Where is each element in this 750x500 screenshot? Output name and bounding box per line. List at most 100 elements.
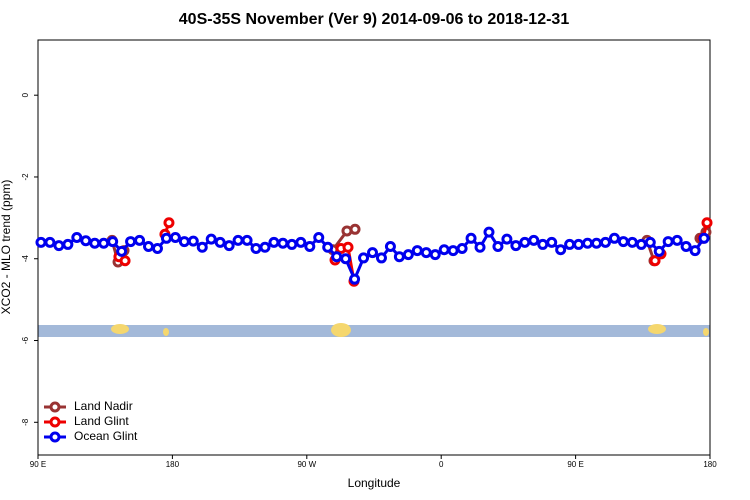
data-point [483,226,495,238]
x-tick-label: 90 W [297,460,316,469]
data-point [232,234,244,246]
x-tick-label: 90 E [567,460,583,469]
data-point [555,244,567,256]
data-point [62,238,74,250]
data-point [393,251,405,263]
y-tick-label: 0 [21,92,30,97]
data-point [411,245,423,257]
data-point [178,236,190,248]
data-point [342,241,354,253]
data-point [429,249,441,261]
legend-marker [49,401,61,413]
data-point [474,241,486,253]
data-point [119,255,131,267]
data-point [564,238,576,250]
data-point [71,231,83,243]
data-point [322,241,334,253]
y-tick-label: -8 [21,418,30,426]
data-point [492,240,504,252]
x-tick-label: 90 E [30,460,46,469]
data-point [384,240,396,252]
data-point [331,251,343,263]
land-patch [163,328,169,336]
data-point [671,234,683,246]
data-point [438,244,450,256]
land-patch [703,328,709,336]
land-patch [331,323,351,337]
data-point [689,245,701,257]
data-point [680,240,692,252]
legend-label: Land Glint [74,414,129,428]
data-point [163,217,175,229]
data-point [402,249,414,261]
data-point [662,236,674,248]
data-point [116,245,128,257]
data-point [250,243,262,255]
data-point [98,237,110,249]
data-point [304,240,316,252]
data-point [35,236,47,248]
data-point [160,232,172,244]
legend-marker [49,431,61,443]
y-tick-label: -4 [21,255,30,263]
legend-marker [49,416,61,428]
data-point [465,232,477,244]
data-point [644,236,656,248]
data-point [151,243,163,255]
legend-label: Ocean Glint [74,429,138,443]
land-patch [111,324,129,334]
data-point [286,238,298,250]
data-point [349,223,361,235]
data-point [519,236,531,248]
data-point [528,234,540,246]
land-patch [648,324,666,334]
y-tick-label: -2 [21,173,30,181]
legend-label: Land Nadir [74,399,133,413]
x-axis-title: Longitude [348,476,401,490]
data-point [349,273,361,285]
data-point [125,236,137,248]
data-point [375,252,387,264]
map-strip [38,323,710,337]
data-point [358,252,370,264]
data-point [80,235,92,247]
y-axis-title: XCO2 - MLO trend (ppm) [0,180,13,315]
data-point [701,217,713,229]
ocean-band [38,325,710,337]
data-point [214,236,226,248]
data-point [134,234,146,246]
data-point [44,236,56,248]
data-point [196,241,208,253]
y-tick-label: -6 [21,336,30,344]
data-point [89,237,101,249]
data-point [537,238,549,250]
plot-frame [37,39,711,456]
data-point [582,237,594,249]
data-point [501,233,513,245]
data-point [143,240,155,252]
data-point [591,237,603,249]
data-point [53,240,65,252]
data-point [241,234,253,246]
data-point [313,231,325,243]
x-tick-label: 0 [439,460,444,469]
chart-title: 40S-35S November (Ver 9) 2014-09-06 to 2… [179,11,570,28]
data-point [456,243,468,255]
data-point [617,236,629,248]
data-point [268,236,280,248]
data-point [635,238,647,250]
data-point [367,247,379,259]
data-point [259,241,271,253]
data-point [447,245,459,257]
data-point [653,245,665,257]
x-tick-label: 180 [166,460,180,469]
data-point [420,247,432,259]
data-point [599,236,611,248]
data-point [277,237,289,249]
data-point [649,255,661,267]
data-point [169,231,181,243]
data-point [608,232,620,244]
x-tick-label: 180 [703,460,717,469]
